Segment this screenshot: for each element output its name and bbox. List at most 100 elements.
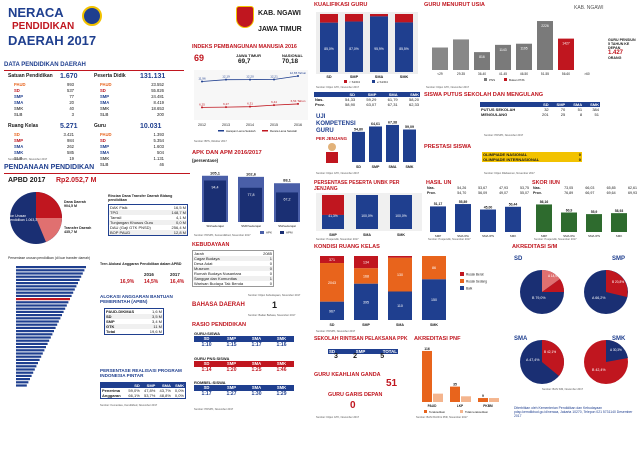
row-label: SMP <box>14 94 24 99</box>
skor-iiun-title: SKOR IIUN <box>532 180 560 186</box>
table-cell: SMA <box>388 92 398 97</box>
usia-legend-swatch <box>504 78 507 81</box>
rasio-header-cell: SMP <box>226 336 237 341</box>
province-bar <box>16 272 83 275</box>
row-value: 1.131 <box>153 156 164 161</box>
row-label: SMA <box>14 100 24 105</box>
kualifikasi-bar-above <box>345 21 363 72</box>
usia-category-label: 29-35 <box>457 72 465 76</box>
ipm-data-point <box>249 105 251 108</box>
score-bar-label: 51,17 <box>434 202 443 206</box>
rasio-header-cell: SMA <box>251 385 262 390</box>
table-row: PAUD-DIKMAS 1,6 M <box>105 309 164 315</box>
pnf-bar-label: 116 <box>424 347 430 351</box>
table-cell: 65,85 <box>606 186 616 190</box>
table-cell: 53,7% <box>143 393 156 398</box>
province-bar <box>16 288 75 291</box>
putus-title: SISWA PUTUS SEKOLAH DAN MENGULANG <box>424 92 544 98</box>
ipm-data-point <box>297 75 299 77</box>
table-cell: 51 <box>594 112 599 117</box>
table-cell: BOP PAUD <box>110 230 131 235</box>
table-row: BOP PAUD 12,8 M <box>108 230 188 236</box>
ipm-data-label: 12,65 Tahun <box>290 71 307 75</box>
kondisi-segment-label: 86 <box>432 266 436 270</box>
row-value: 23.552 <box>151 82 164 87</box>
kualifikasi-legend-swatch <box>344 80 347 83</box>
kondisi-segment-label: 2043 <box>328 281 336 285</box>
ipm-x-tick: 2015 <box>270 123 278 127</box>
row-value: 993 <box>67 82 74 87</box>
kondisi-section: KONDISI RUANG KELAS 371 2043 967 SD 134 168 39… <box>314 244 510 334</box>
table-row: TPG 148,7 M <box>108 210 188 215</box>
kualifikasi-bar-below <box>345 14 363 22</box>
kualifikasi-legend-swatch <box>372 80 375 83</box>
row-label: SMK <box>14 106 24 111</box>
table-cell: SMP <box>367 92 377 97</box>
prestasi-section: PRESTASI SISWA OLIMPIADE NASIONAL 0 OLIMPI… <box>424 144 638 178</box>
row-value: 1.603 <box>153 144 164 149</box>
province-bar <box>16 323 58 326</box>
table-cell: MENGULANG <box>481 112 508 117</box>
usia-bar-label: 2226 <box>541 24 549 28</box>
usia-legend-label: Bukan PNS <box>509 78 525 82</box>
garis-value: 0 <box>350 400 356 411</box>
table-cell: 256,4 M <box>171 225 186 230</box>
unbk-bar-label: 100,0% <box>361 214 373 218</box>
row-value: 585 <box>67 150 74 155</box>
kualifikasi-source: Sumber: Ditjen GTK, November 2017 <box>316 86 360 89</box>
province-bar <box>16 317 61 320</box>
table-cell: 61,79 <box>387 97 398 102</box>
bahasa-title: BAHASA DAERAH <box>192 302 245 308</box>
score-bar-label: 55,9 <box>591 210 598 214</box>
table-row: OLIMPIADE INTERNASIONAL 0 <box>482 157 582 162</box>
ukg-bar-label: 54,80 <box>354 127 363 131</box>
table-cell: PUTUS SEKOLAH <box>481 107 516 112</box>
row-label: SMK <box>14 150 24 155</box>
table-row: Prov. 54,70 56,09 49,07 55,07 <box>426 191 530 196</box>
ipm-title: INDEKS PEMBANGUNAN MANUSIA 2016 <box>192 44 297 50</box>
province-bar <box>16 381 29 384</box>
usia-bar-label: 816 <box>479 55 485 59</box>
usia-bar <box>474 52 490 70</box>
ipm-data-label: 11,96 <box>198 77 206 81</box>
province-bar <box>16 282 78 285</box>
rintisan-section: SEKOLAH RINTISAN PELAKSANA PPK SD SMP TOTA… <box>314 336 412 372</box>
title-line3: DAERAH 2017 <box>8 33 97 48</box>
table-cell: 48,8% <box>159 393 171 398</box>
table-cell: 0,0% <box>174 393 184 398</box>
rasio-value-cell: 1:27 <box>226 391 237 397</box>
table-cell: Prov. <box>427 191 436 195</box>
table-cell: 3 <box>333 353 338 360</box>
table-cell: 2 <box>353 353 358 360</box>
putus-sekolah-section: SISWA PUTUS SEKOLAH DAN MENGULANG SD SMP S… <box>424 92 638 142</box>
pie-sd <box>520 269 565 314</box>
apbd-pie-chart <box>10 192 62 244</box>
row-label: SD <box>100 138 106 143</box>
ipm-data-label: 12,19 <box>222 75 230 79</box>
unbk-section: PERSENTASE PESERTA UNBK PER JENJANG 41,3… <box>314 180 424 242</box>
ipm-data-point <box>201 106 203 109</box>
ukg-source: Sumber: Ditjen GTK, November 2017 <box>316 172 360 175</box>
table-row: GTK 11 M <box>104 324 164 329</box>
rasio-source: Sumber: PDSPK, November 2017 <box>194 408 234 411</box>
usia-category-label: 56-60 <box>562 72 570 76</box>
rasio-value-cell: 1:25 <box>251 367 262 373</box>
data-row: SLB 3 <box>14 112 74 118</box>
rasio-gp-values: 1:14 1:20 1:25 1:46 <box>194 367 294 374</box>
usia-bar <box>558 38 574 70</box>
table-row: SD SMP SMA SMK <box>480 102 600 107</box>
pendanaan-title: PENDANAAN PENDIDIKAN <box>4 164 95 171</box>
row-label: SMA <box>100 150 110 155</box>
unbk-title: PERSENTASE PESERTA UNBK PER JENJANG <box>314 180 400 192</box>
province-bar <box>16 269 85 272</box>
divider <box>4 70 184 71</box>
table-cell: DAU (Gaji GTK PNSD) <box>110 225 151 230</box>
row-value: 20 <box>69 100 74 105</box>
ukg-table: SD SMP SMA SMK Nas. 54,33 59,29 61,79 58,20 Prov.… <box>314 92 420 107</box>
province-bar <box>16 349 45 352</box>
apk-bar-label: 102,6 <box>246 171 257 176</box>
skor-iiun-source: Sumber: Puspendik, November 2017 <box>534 238 577 241</box>
table-cell: Penerima <box>102 388 121 393</box>
table-row: Prov. 58,90 63,07 67,31 62,33 <box>314 102 420 107</box>
ukg-category-label: SD <box>356 165 361 169</box>
